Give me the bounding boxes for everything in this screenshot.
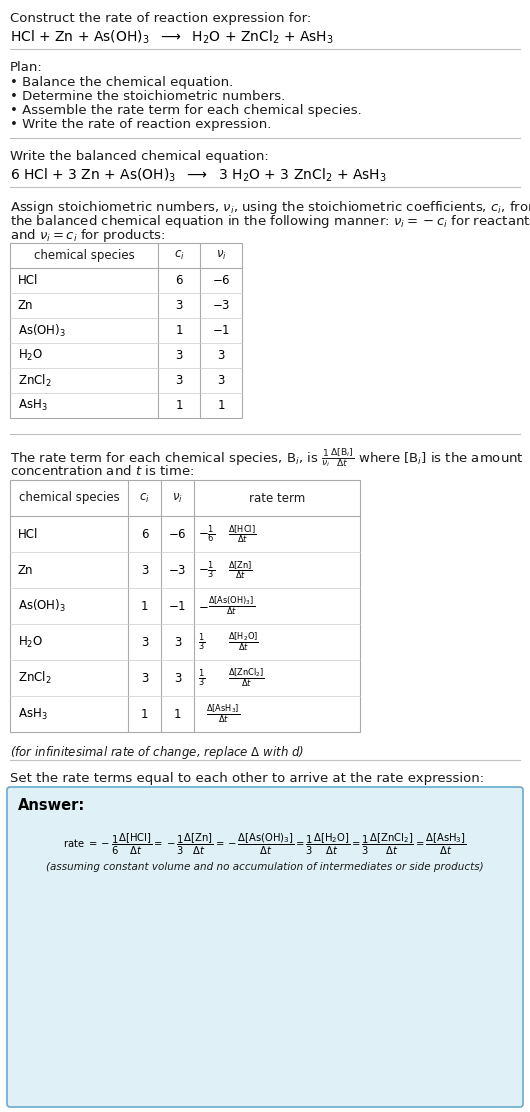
Text: Answer:: Answer: [18, 798, 85, 813]
Text: 1: 1 [141, 707, 148, 721]
Text: $\frac{\Delta[\mathrm{ZnCl_2}]}{\Delta t}$: $\frac{\Delta[\mathrm{ZnCl_2}]}{\Delta t… [228, 667, 265, 689]
Text: • Balance the chemical equation.: • Balance the chemical equation. [10, 76, 233, 89]
Text: $\frac{\Delta[\mathrm{Zn}]}{\Delta t}$: $\frac{\Delta[\mathrm{Zn}]}{\Delta t}$ [228, 559, 253, 580]
Text: 3: 3 [175, 349, 183, 363]
Text: H$_2$O: H$_2$O [18, 348, 43, 363]
Text: rate term: rate term [249, 492, 305, 505]
Text: As(OH)$_3$: As(OH)$_3$ [18, 322, 66, 338]
Text: • Write the rate of reaction expression.: • Write the rate of reaction expression. [10, 118, 271, 131]
Text: • Determine the stoichiometric numbers.: • Determine the stoichiometric numbers. [10, 90, 285, 103]
Text: Assign stoichiometric numbers, $\nu_i$, using the stoichiometric coefficients, $: Assign stoichiometric numbers, $\nu_i$, … [10, 199, 530, 216]
Text: (for infinitesimal rate of change, replace $\Delta$ with $d$): (for infinitesimal rate of change, repla… [10, 744, 304, 761]
Text: 3: 3 [141, 564, 148, 576]
Text: the balanced chemical equation in the following manner: $\nu_i = -c_i$ for react: the balanced chemical equation in the fo… [10, 214, 530, 230]
Text: $\frac{\Delta[\mathrm{AsH_3}]}{\Delta t}$: $\frac{\Delta[\mathrm{AsH_3}]}{\Delta t}… [206, 703, 240, 725]
Text: 6: 6 [141, 527, 148, 540]
Text: $-\frac{1}{3}$: $-\frac{1}{3}$ [198, 559, 215, 580]
Text: $-$3: $-$3 [169, 564, 187, 576]
Text: 3: 3 [174, 635, 181, 648]
Text: concentration and $t$ is time:: concentration and $t$ is time: [10, 464, 194, 478]
Text: 3: 3 [174, 672, 181, 685]
Text: 1: 1 [217, 399, 225, 413]
Text: $-$3: $-$3 [212, 299, 230, 312]
Text: ZnCl$_2$: ZnCl$_2$ [18, 669, 51, 686]
Text: rate $= -\dfrac{1}{6}\dfrac{\Delta[\mathrm{HCl}]}{\Delta t}= -\dfrac{1}{3}\dfrac: rate $= -\dfrac{1}{6}\dfrac{\Delta[\math… [63, 832, 467, 857]
Text: $c_i$: $c_i$ [139, 492, 150, 505]
Text: Set the rate terms equal to each other to arrive at the rate expression:: Set the rate terms equal to each other t… [10, 772, 484, 785]
Text: HCl + Zn + As(OH)$_3$  $\longrightarrow$  H$_2$O + ZnCl$_2$ + AsH$_3$: HCl + Zn + As(OH)$_3$ $\longrightarrow$ … [10, 29, 334, 47]
Text: 1: 1 [175, 324, 183, 337]
Text: chemical species: chemical species [19, 492, 119, 505]
Text: HCl: HCl [18, 274, 38, 287]
Text: $-$1: $-$1 [169, 599, 187, 613]
Text: 3: 3 [175, 374, 183, 387]
Text: ZnCl$_2$: ZnCl$_2$ [18, 373, 51, 388]
Text: HCl: HCl [18, 527, 38, 540]
Text: 3: 3 [141, 635, 148, 648]
Text: 1: 1 [174, 707, 181, 721]
Text: 3: 3 [217, 374, 225, 387]
Text: 3: 3 [217, 349, 225, 363]
Text: $-$6: $-$6 [168, 527, 187, 540]
Text: Zn: Zn [18, 299, 33, 312]
Text: 1: 1 [175, 399, 183, 413]
Text: $\frac{1}{3}$: $\frac{1}{3}$ [198, 667, 205, 688]
Text: • Assemble the rate term for each chemical species.: • Assemble the rate term for each chemic… [10, 105, 362, 117]
FancyBboxPatch shape [7, 787, 523, 1108]
Text: H$_2$O: H$_2$O [18, 635, 43, 649]
Text: and $\nu_i = c_i$ for products:: and $\nu_i = c_i$ for products: [10, 227, 165, 244]
Text: $-$6: $-$6 [211, 274, 231, 287]
Text: AsH$_3$: AsH$_3$ [18, 706, 48, 722]
Text: $-$: $-$ [198, 599, 209, 613]
Text: 6: 6 [175, 274, 183, 287]
Text: $c_i$: $c_i$ [174, 249, 184, 262]
Text: Write the balanced chemical equation:: Write the balanced chemical equation: [10, 150, 269, 163]
Text: (assuming constant volume and no accumulation of intermediates or side products): (assuming constant volume and no accumul… [46, 862, 484, 872]
Text: 1: 1 [141, 599, 148, 613]
Text: 3: 3 [175, 299, 183, 312]
Text: The rate term for each chemical species, B$_i$, is $\frac{1}{\nu_i}\frac{\Delta[: The rate term for each chemical species,… [10, 446, 524, 469]
Bar [10, 244, 242, 418]
Bar [10, 480, 360, 732]
Text: $-\frac{1}{6}$: $-\frac{1}{6}$ [198, 523, 215, 545]
Text: 3: 3 [141, 672, 148, 685]
Text: chemical species: chemical species [33, 249, 135, 262]
Text: $\frac{1}{3}$: $\frac{1}{3}$ [198, 632, 205, 653]
Text: $-$1: $-$1 [212, 324, 230, 337]
Text: $\nu_i$: $\nu_i$ [216, 249, 226, 262]
Text: Plan:: Plan: [10, 61, 43, 75]
Text: $\nu_i$: $\nu_i$ [172, 492, 183, 505]
Text: 6 HCl + 3 Zn + As(OH)$_3$  $\longrightarrow$  3 H$_2$O + 3 ZnCl$_2$ + AsH$_3$: 6 HCl + 3 Zn + As(OH)$_3$ $\longrightarr… [10, 167, 387, 185]
Text: $\frac{\Delta[\mathrm{H_2O}]}{\Delta t}$: $\frac{\Delta[\mathrm{H_2O}]}{\Delta t}$ [228, 631, 259, 653]
Text: As(OH)$_3$: As(OH)$_3$ [18, 598, 66, 614]
Text: Construct the rate of reaction expression for:: Construct the rate of reaction expressio… [10, 12, 311, 24]
Text: $\frac{\Delta[\mathrm{As(OH)_3}]}{\Delta t}$: $\frac{\Delta[\mathrm{As(OH)_3}]}{\Delta… [208, 595, 255, 617]
Text: AsH$_3$: AsH$_3$ [18, 398, 48, 413]
Text: $\frac{\Delta[\mathrm{HCl}]}{\Delta t}$: $\frac{\Delta[\mathrm{HCl}]}{\Delta t}$ [228, 523, 257, 545]
Text: Zn: Zn [18, 564, 33, 576]
